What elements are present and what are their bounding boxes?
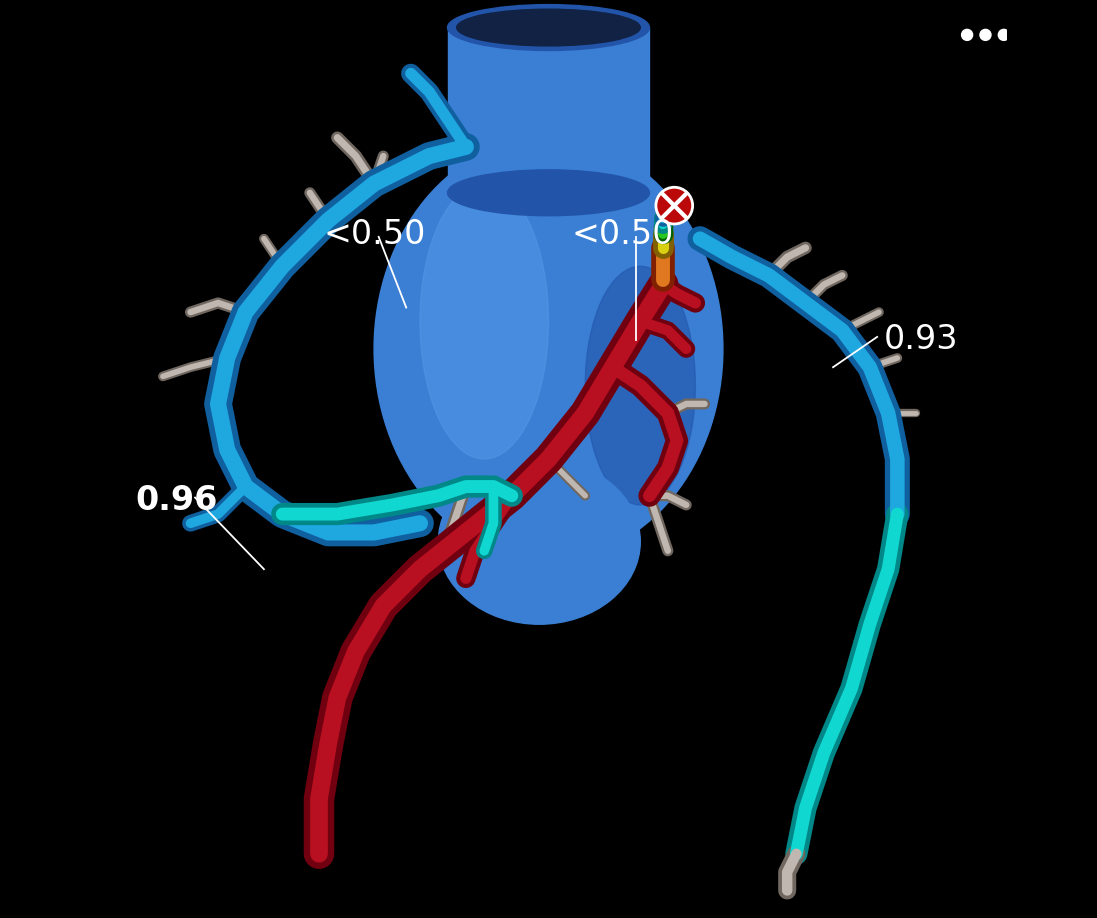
Ellipse shape — [456, 9, 641, 46]
Ellipse shape — [448, 170, 649, 216]
Circle shape — [998, 29, 1009, 40]
Circle shape — [962, 29, 973, 40]
Ellipse shape — [374, 138, 723, 560]
Ellipse shape — [420, 184, 548, 459]
Text: 0.96: 0.96 — [135, 484, 218, 517]
Ellipse shape — [439, 459, 641, 624]
Ellipse shape — [448, 92, 649, 294]
Text: <0.50: <0.50 — [324, 218, 426, 251]
Ellipse shape — [448, 5, 649, 50]
Circle shape — [656, 187, 692, 224]
FancyBboxPatch shape — [448, 28, 649, 193]
Text: 0.93: 0.93 — [883, 323, 958, 356]
Circle shape — [980, 29, 991, 40]
Text: <0.50: <0.50 — [572, 218, 674, 251]
Ellipse shape — [585, 266, 695, 505]
